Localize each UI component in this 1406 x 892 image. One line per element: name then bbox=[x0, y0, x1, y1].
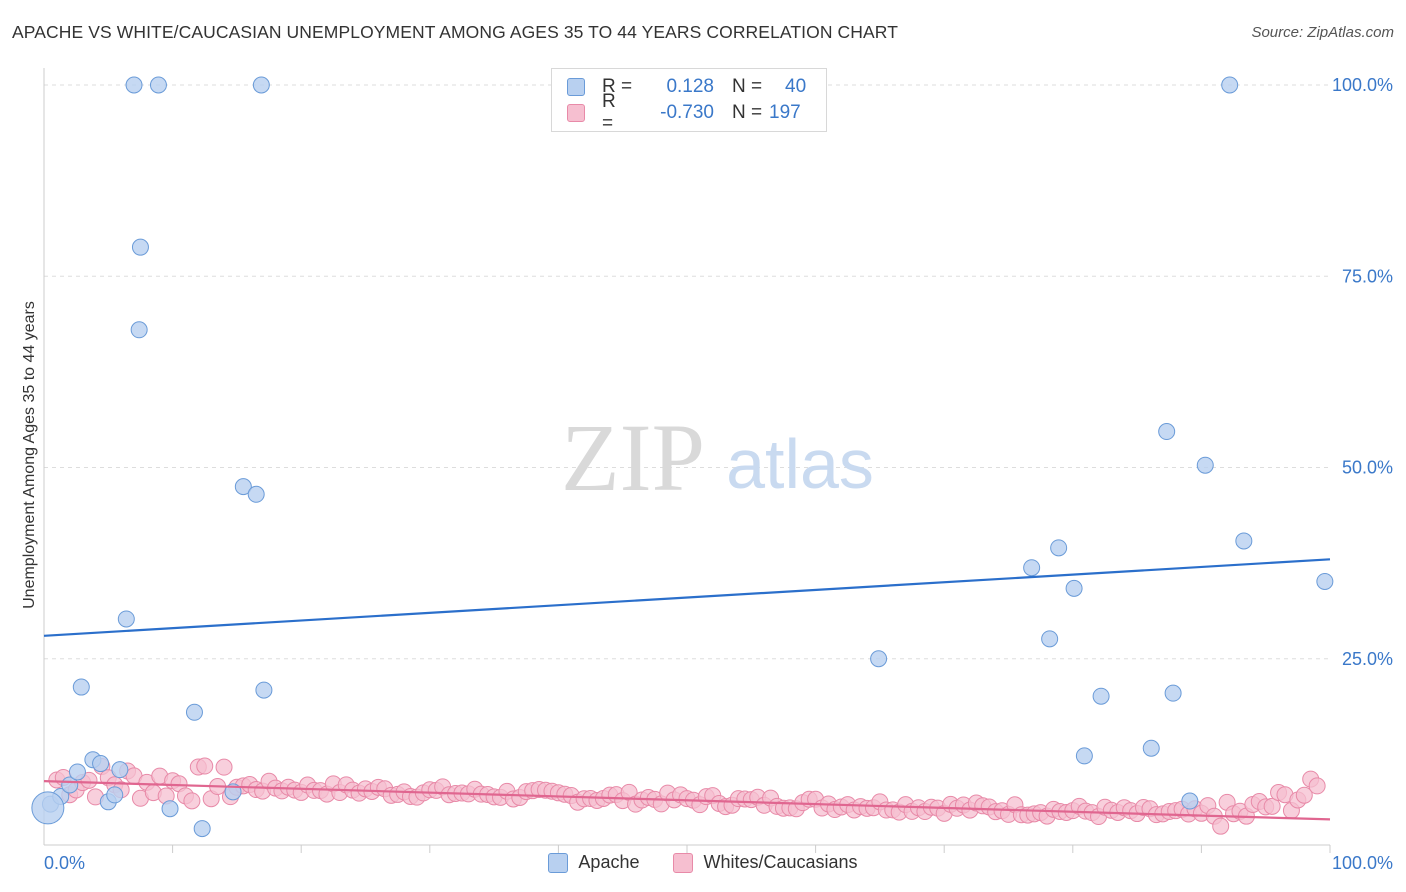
y-axis-label: Unemployment Among Ages 35 to 44 years bbox=[21, 301, 38, 609]
apache-point bbox=[185, 703, 203, 721]
white-caucasian-trend-line bbox=[43, 780, 1331, 821]
apache-point bbox=[1041, 630, 1059, 648]
series-label-white: Whites/Caucasians bbox=[703, 852, 858, 872]
apache-point bbox=[1023, 559, 1041, 577]
y-tick-label: 100.0% bbox=[1332, 75, 1393, 95]
apache-point bbox=[1181, 792, 1199, 810]
white-caucasian-point bbox=[215, 758, 233, 776]
apache-point bbox=[234, 478, 252, 496]
white-caucasian-point bbox=[183, 792, 201, 810]
white-caucasian-point bbox=[1308, 777, 1326, 795]
legend-swatch-white bbox=[567, 104, 585, 122]
series-legend: Apache Whites/Caucasians bbox=[0, 852, 1406, 873]
apache-point bbox=[1158, 423, 1176, 441]
apache-points bbox=[31, 76, 1334, 838]
apache-point bbox=[870, 650, 888, 668]
stats-legend: R = 0.128 N = 40 R = -0.730 N = 197 bbox=[551, 68, 827, 134]
legend-r-label: R = bbox=[602, 76, 633, 97]
white-caucasian-points bbox=[48, 757, 1326, 835]
white-caucasian-point bbox=[1295, 786, 1313, 804]
apache-point bbox=[149, 76, 167, 94]
apache-point bbox=[1221, 76, 1239, 94]
apache-point bbox=[1316, 572, 1334, 590]
apache-point bbox=[255, 681, 273, 699]
apache-point bbox=[125, 76, 143, 94]
apache-point bbox=[1075, 747, 1093, 765]
apache-point bbox=[68, 763, 86, 781]
legend-swatch-apache bbox=[567, 78, 585, 96]
white-caucasian-point bbox=[1263, 797, 1281, 815]
watermark-atlas: atlas bbox=[726, 425, 874, 503]
apache-trend-line bbox=[43, 558, 1331, 637]
legend-n-value: 197 bbox=[769, 102, 801, 123]
legend-row-apache: R = 0.128 N = 40 bbox=[567, 76, 806, 98]
legend-r-value: 0.128 bbox=[666, 76, 714, 97]
axes bbox=[43, 68, 1331, 853]
apache-point bbox=[161, 800, 179, 818]
apache-point bbox=[1065, 579, 1083, 597]
apache-point bbox=[1050, 539, 1068, 557]
legend-row-white: R = -0.730 N = 197 bbox=[567, 91, 801, 134]
apache-point bbox=[131, 238, 149, 256]
apache-point bbox=[106, 786, 124, 804]
series-swatch-apache bbox=[548, 852, 569, 873]
series-label-apache: Apache bbox=[578, 852, 640, 872]
apache-point bbox=[1196, 456, 1214, 474]
apache-point bbox=[1235, 532, 1253, 550]
y-tick-label: 75.0% bbox=[1342, 266, 1393, 286]
chart-title: APACHE VS WHITE/CAUCASIAN UNEMPLOYMENT A… bbox=[12, 22, 899, 42]
white-caucasian-point bbox=[1212, 817, 1230, 835]
watermark-zip: ZIP bbox=[561, 404, 705, 511]
series-legend-apache: Apache bbox=[548, 852, 639, 873]
apache-point bbox=[193, 820, 211, 838]
legend-n-label: N = bbox=[732, 102, 763, 123]
source-label: Source: ZipAtlas.com bbox=[1251, 24, 1394, 41]
white-caucasian-point bbox=[196, 757, 214, 775]
apache-point bbox=[130, 321, 148, 339]
legend-n-label: N = bbox=[732, 76, 763, 97]
apache-point-large bbox=[31, 791, 65, 825]
tick-labels: 25.0% 50.0% 75.0% 100.0% 0.0% 100.0% bbox=[44, 75, 1393, 873]
x-tick-label: 0.0% bbox=[44, 853, 85, 873]
trend-lines bbox=[43, 558, 1331, 821]
apache-point bbox=[1142, 739, 1160, 757]
apache-point bbox=[1092, 687, 1110, 705]
x-tick-label: 100.0% bbox=[1332, 853, 1393, 873]
series-legend-white: Whites/Caucasians bbox=[673, 852, 858, 873]
apache-point bbox=[117, 610, 135, 628]
y-tick-label: 50.0% bbox=[1342, 458, 1393, 478]
legend-n-value: 40 bbox=[785, 76, 807, 97]
y-tick-label: 25.0% bbox=[1342, 649, 1393, 669]
apache-point bbox=[111, 761, 129, 779]
apache-point bbox=[247, 485, 265, 503]
legend-r-label: R = bbox=[602, 91, 616, 134]
apache-point bbox=[72, 678, 90, 696]
apache-point bbox=[252, 76, 270, 94]
series-swatch-white bbox=[673, 852, 694, 873]
grid-lines bbox=[44, 84, 1330, 660]
legend-r-value: -0.730 bbox=[660, 102, 714, 123]
apache-point bbox=[92, 755, 110, 773]
white-caucasian-point bbox=[80, 771, 98, 789]
apache-point bbox=[1164, 684, 1182, 702]
